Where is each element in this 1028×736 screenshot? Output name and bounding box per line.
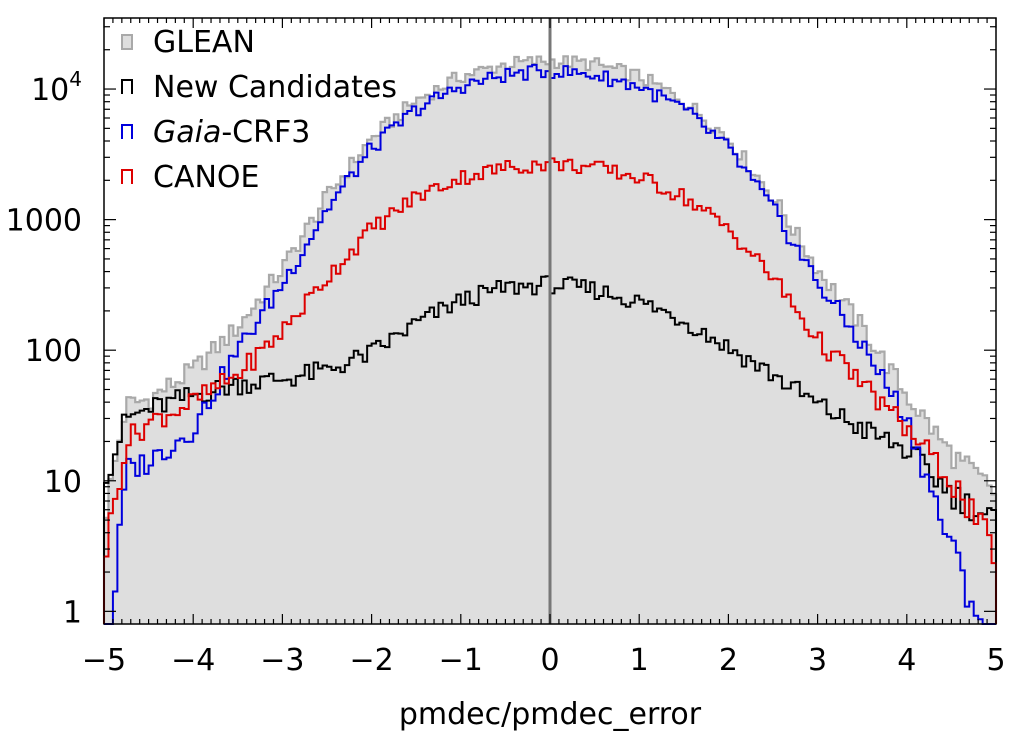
legend-item: Gaia-CRF3 — [121, 115, 310, 150]
x-tick-label: −5 — [82, 643, 126, 678]
legend-label-text: GLEAN — [153, 25, 255, 60]
legend-swatch — [121, 79, 133, 94]
x-tick-label: 5 — [986, 643, 1005, 678]
y-tick-label: 1000 — [6, 204, 82, 239]
y-tick-exponent: 4 — [69, 67, 82, 91]
y-tick-label: 100 — [25, 334, 82, 369]
legend-swatch — [121, 34, 133, 50]
x-tick-label: −2 — [349, 643, 393, 678]
x-tick-label: 0 — [540, 643, 559, 678]
x-axis-label: pmdec/pmdec_error — [399, 697, 702, 732]
legend-item: CANOE — [121, 160, 259, 195]
legend-swatch — [121, 169, 133, 184]
legend-label: CANOE — [153, 160, 259, 195]
y-tick-base: 1000 — [6, 204, 82, 239]
y-tick-base: 100 — [25, 334, 82, 369]
legend-item: GLEAN — [121, 25, 255, 60]
y-tick-base: 10 — [31, 73, 69, 108]
y-tick-base: 1 — [63, 595, 82, 630]
x-tick-label: 2 — [719, 643, 738, 678]
legend-label-text: New Candidates — [153, 70, 397, 105]
y-tick-label: 10 — [44, 465, 82, 500]
legend-item: New Candidates — [121, 70, 397, 105]
legend-label-italic: Gaia — [153, 115, 221, 150]
y-tick-label: 104 — [31, 67, 82, 108]
legend-label: New Candidates — [153, 70, 397, 105]
legend-swatch — [121, 124, 133, 139]
legend-label: Gaia-CRF3 — [153, 115, 310, 150]
legend-label-text: -CRF3 — [221, 115, 310, 150]
x-tick-label: −4 — [171, 643, 215, 678]
y-tick-base: 10 — [44, 465, 82, 500]
x-tick-label: 1 — [630, 643, 649, 678]
x-tick-label: 3 — [808, 643, 827, 678]
legend-label-text: CANOE — [153, 160, 259, 195]
x-tick-label: −3 — [260, 643, 304, 678]
legend-label: GLEAN — [153, 25, 255, 60]
legend: GLEAN New Candidates Gaia-CRF3 CANOE — [121, 25, 397, 195]
y-tick-label: 1 — [63, 595, 82, 630]
x-tick-label: −1 — [439, 643, 483, 678]
x-tick-label: 4 — [897, 643, 916, 678]
